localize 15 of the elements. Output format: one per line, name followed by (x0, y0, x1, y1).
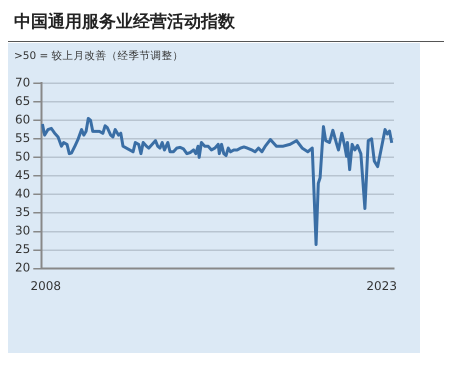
x-tick-label: 2008 (30, 278, 62, 293)
y-tick-label: 45 (14, 168, 30, 182)
y-tick-label: 55 (14, 130, 30, 145)
y-tick-label: 65 (14, 94, 30, 108)
y-tick-label: 40 (14, 186, 30, 201)
chart-title: 中国通用服务业经营活动指数 (8, 8, 444, 42)
y-tick-label: 50 (14, 149, 30, 164)
y-tick-label: 70 (14, 75, 30, 90)
y-tick-label: 35 (14, 205, 30, 220)
y-tick-label: 30 (14, 224, 30, 238)
x-tick-label: 2023 (366, 278, 397, 293)
y-tick-label: 60 (14, 112, 30, 126)
y-tick-label: 20 (14, 260, 30, 275)
chart-subtitle: >50 = 较上月改善（经季节调整） (13, 49, 185, 63)
y-tick-label: 25 (14, 242, 30, 256)
